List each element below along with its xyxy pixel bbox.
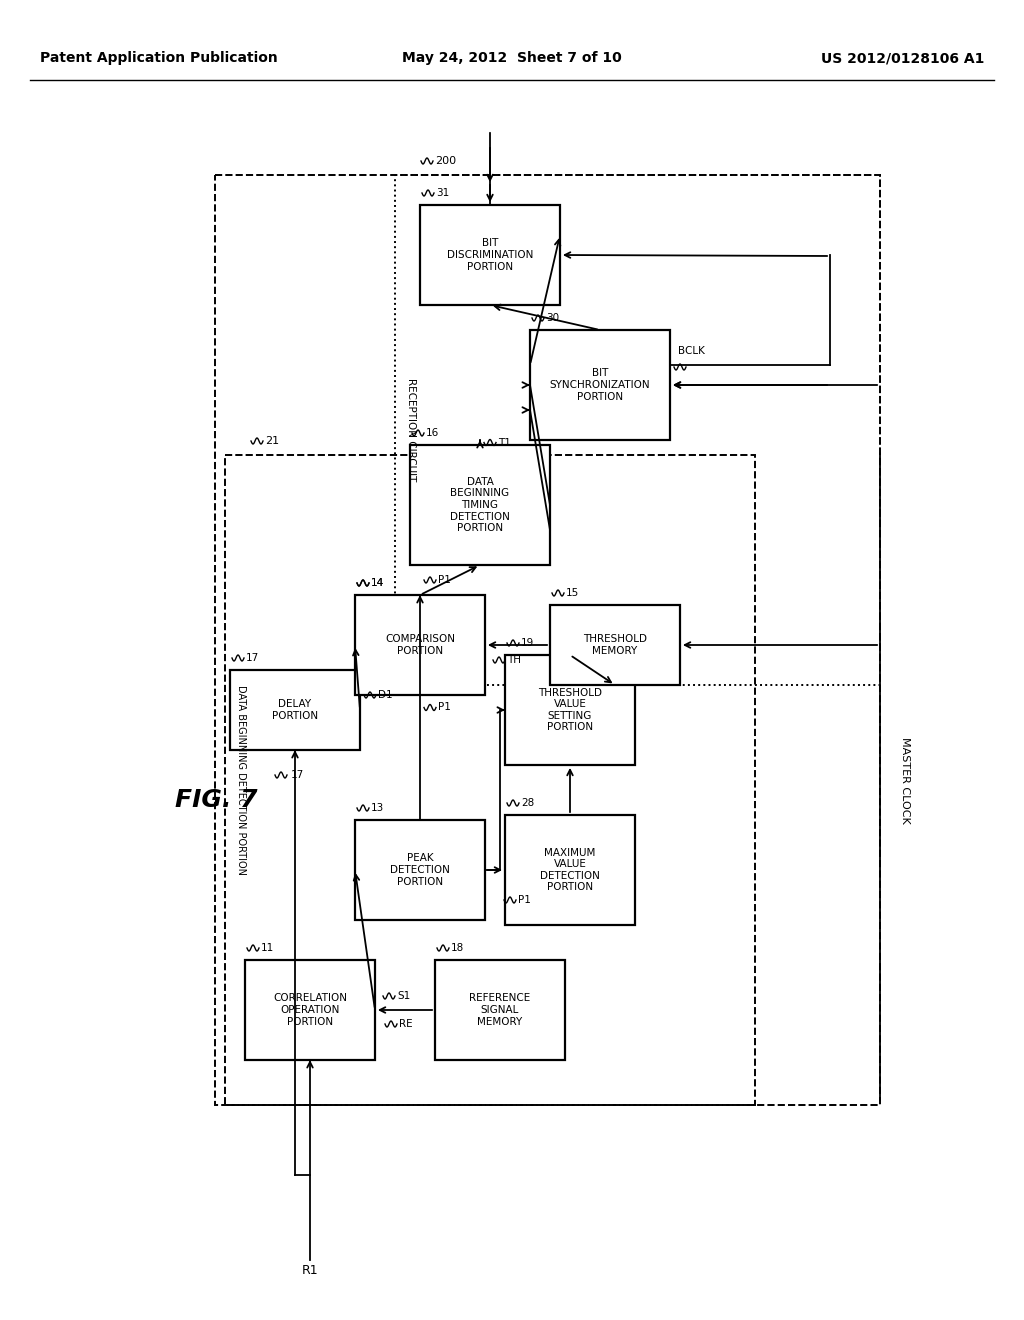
Text: RECEPTION CIRCUIT: RECEPTION CIRCUIT [406,379,416,482]
Text: P1: P1 [438,576,451,585]
Bar [245,960,375,1060]
Text: 16: 16 [426,428,439,438]
Bar [435,960,565,1060]
Text: 11: 11 [261,942,274,953]
Text: DATA
BEGINNING
TIMING
DETECTION
PORTION: DATA BEGINNING TIMING DETECTION PORTION [451,477,510,533]
Bar [530,330,670,440]
Text: 15: 15 [566,587,580,598]
Bar [410,445,550,565]
Text: S1: S1 [397,991,411,1001]
Bar [215,176,880,1105]
Text: MAXIMUM
VALUE
DETECTION
PORTION: MAXIMUM VALUE DETECTION PORTION [540,847,600,892]
Text: 19: 19 [521,638,535,648]
Text: 14: 14 [371,578,384,587]
Bar [395,176,880,685]
Text: Patent Application Publication: Patent Application Publication [40,51,278,65]
Bar [505,655,635,766]
Text: FIG. 7: FIG. 7 [175,788,257,812]
Text: 18: 18 [451,942,464,953]
Text: MASTER CLOCK: MASTER CLOCK [900,737,910,824]
Text: BCLK: BCLK [678,346,705,356]
Bar [355,595,485,696]
Text: RE: RE [399,1019,413,1030]
Text: P1: P1 [518,895,530,906]
Text: 13: 13 [371,803,384,813]
Text: REFERENCE
SIGNAL
MEMORY: REFERENCE SIGNAL MEMORY [469,994,530,1027]
Text: May 24, 2012  Sheet 7 of 10: May 24, 2012 Sheet 7 of 10 [402,51,622,65]
Text: P1: P1 [438,702,451,713]
Text: D1: D1 [378,690,392,700]
Text: 17: 17 [291,770,304,780]
Text: COMPARISON
PORTION: COMPARISON PORTION [385,634,455,656]
Text: T1: T1 [498,437,511,447]
Text: TH: TH [507,655,521,665]
Text: DELAY
PORTION: DELAY PORTION [272,700,318,721]
Text: 31: 31 [436,187,450,198]
Text: DATA BEGINNING DETECTION PORTION: DATA BEGINNING DETECTION PORTION [236,685,246,875]
Text: US 2012/0128106 A1: US 2012/0128106 A1 [820,51,984,65]
Text: 14: 14 [371,578,384,587]
Text: CORRELATION
OPERATION
PORTION: CORRELATION OPERATION PORTION [273,994,347,1027]
Text: PEAK
DETECTION
PORTION: PEAK DETECTION PORTION [390,854,450,887]
Text: THRESHOLD
MEMORY: THRESHOLD MEMORY [583,634,647,656]
Text: 17: 17 [246,653,259,663]
Text: 30: 30 [546,313,559,323]
Bar [355,820,485,920]
Bar [420,205,560,305]
Bar [225,455,755,1105]
Text: THRESHOLD
VALUE
SETTING
PORTION: THRESHOLD VALUE SETTING PORTION [538,688,602,733]
Text: 200: 200 [435,156,456,166]
Text: R1: R1 [302,1263,318,1276]
Text: 28: 28 [521,799,535,808]
Text: BIT
SYNCHRONIZATION
PORTION: BIT SYNCHRONIZATION PORTION [550,368,650,401]
Bar [550,605,680,685]
Text: BIT
DISCRIMINATION
PORTION: BIT DISCRIMINATION PORTION [446,239,534,272]
Bar [230,671,360,750]
Text: 21: 21 [265,436,280,446]
Bar [505,814,635,925]
